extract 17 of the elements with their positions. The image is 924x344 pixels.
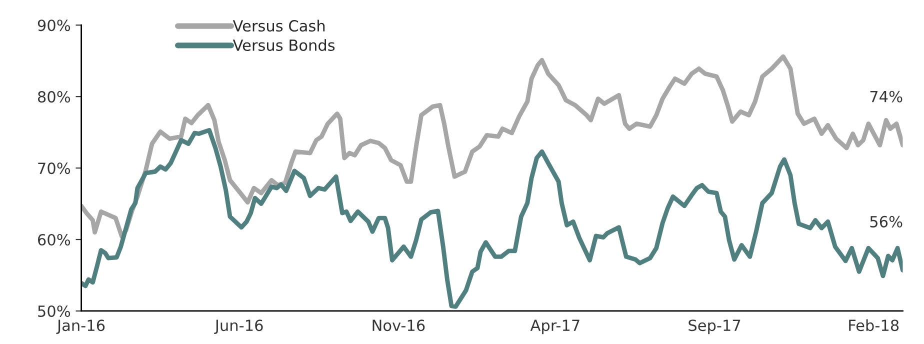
x-tick-label: Apr-17 xyxy=(530,320,580,334)
legend-label: Versus Cash xyxy=(232,20,325,32)
annotation: 74% xyxy=(870,90,902,102)
line-series xyxy=(81,128,903,309)
x-tick-label: Jan-16 xyxy=(56,320,105,334)
y-tick-label: 60% xyxy=(38,234,70,246)
x-tick-label: Feb-18 xyxy=(849,319,899,332)
y-tick-label: 90% xyxy=(38,20,70,32)
annotation: 56% xyxy=(870,216,902,228)
x-tick-label: Sep-17 xyxy=(688,320,740,334)
x-tick-label: Nov-16 xyxy=(372,320,425,332)
legend-label: Versus Bonds xyxy=(232,39,335,51)
line-series xyxy=(81,54,903,239)
y-tick-label: 70% xyxy=(38,162,70,174)
x-tick-label: Jun-16 xyxy=(214,320,263,334)
y-tick-label: 80% xyxy=(38,91,70,103)
y-tick-label: 50% xyxy=(38,305,70,317)
